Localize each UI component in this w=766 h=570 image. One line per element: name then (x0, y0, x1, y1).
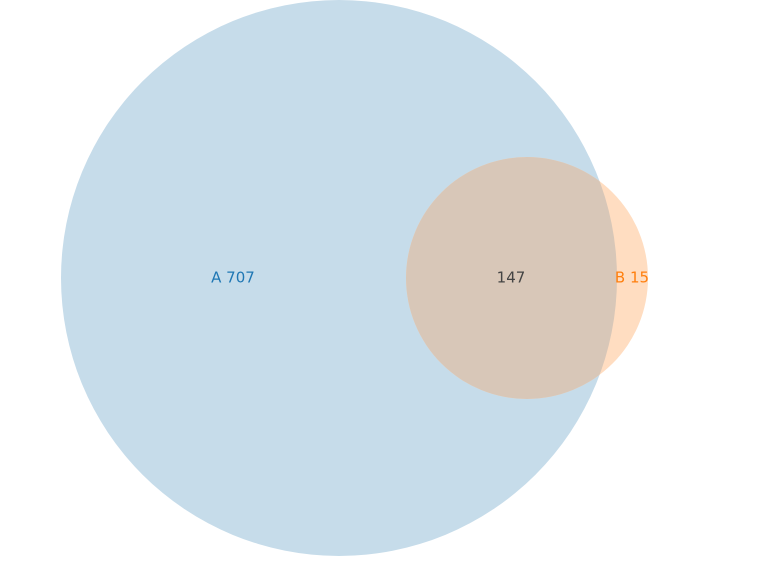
set-a-label: A 707 (211, 269, 255, 287)
set-a-circle (61, 0, 617, 556)
set-b-label: B 15 (615, 269, 649, 287)
intersection-label: 147 (497, 269, 526, 287)
